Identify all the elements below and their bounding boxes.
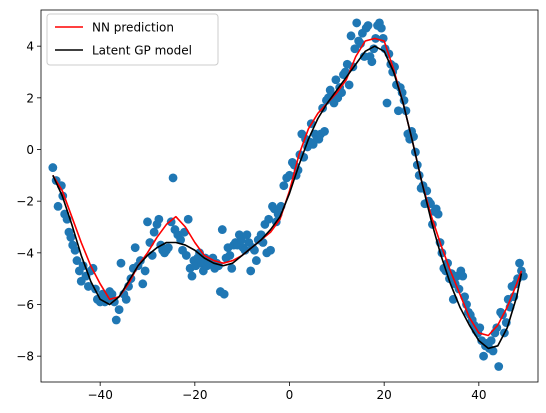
scatter-point bbox=[479, 351, 488, 361]
scatter-point bbox=[176, 235, 186, 245]
scatter-point bbox=[350, 44, 360, 54]
legend-box bbox=[46, 13, 219, 66]
x-tick-label: −20 bbox=[182, 388, 207, 402]
legend-label-latent-gp-model: Latent GP model bbox=[92, 44, 192, 58]
y-tick-label: −8 bbox=[16, 350, 34, 364]
scatter-point bbox=[70, 245, 80, 255]
scatter-point bbox=[363, 21, 373, 30]
scatter-point bbox=[236, 235, 246, 245]
y-tick-label: 4 bbox=[26, 40, 34, 54]
scatter-point bbox=[66, 232, 76, 242]
scatter-point bbox=[217, 225, 227, 234]
line-latent-gp-model bbox=[52, 45, 523, 350]
scatter-point bbox=[376, 23, 386, 33]
scatter-point bbox=[240, 245, 250, 255]
scatter-point bbox=[266, 245, 275, 255]
scatter-point bbox=[458, 271, 468, 281]
scatter-point bbox=[48, 163, 58, 172]
scatter-point bbox=[486, 336, 496, 346]
legend-label-nn-prediction: NN prediction bbox=[92, 21, 174, 35]
scatter-point bbox=[382, 98, 392, 108]
scatter-point bbox=[83, 282, 93, 291]
scatter-point bbox=[111, 315, 121, 325]
scatter-point bbox=[219, 289, 229, 299]
scatter-series bbox=[48, 18, 528, 371]
scatter-point bbox=[149, 227, 159, 237]
scatter-point bbox=[154, 214, 164, 224]
scatter-point bbox=[130, 243, 140, 253]
scatter-point bbox=[183, 214, 193, 224]
scatter-point bbox=[187, 271, 197, 281]
scatter-point bbox=[494, 362, 504, 371]
scatter-point bbox=[344, 80, 354, 90]
scatter-point bbox=[138, 279, 148, 289]
scatter-point bbox=[163, 243, 173, 253]
y-axis: −8 −6 −4 −2 0 2 4 bbox=[16, 40, 41, 364]
scatter-point bbox=[53, 201, 63, 211]
scatter-point bbox=[320, 127, 329, 136]
scatter-point bbox=[393, 106, 403, 116]
x-axis: −40 −20 0 20 40 bbox=[88, 382, 486, 402]
scatter-point bbox=[121, 294, 131, 304]
scatter-point bbox=[168, 173, 178, 183]
y-tick-label: −4 bbox=[16, 246, 34, 260]
scatter-point bbox=[242, 230, 252, 240]
x-tick-label: 20 bbox=[377, 388, 392, 402]
scatter-point bbox=[488, 346, 498, 356]
scatter-point bbox=[181, 251, 191, 260]
scatter-point bbox=[72, 256, 82, 265]
line-series-group bbox=[52, 37, 523, 350]
y-tick-label: 2 bbox=[26, 91, 34, 105]
y-tick-label: 0 bbox=[26, 143, 34, 157]
scatter-point bbox=[492, 323, 502, 333]
scatter-point bbox=[107, 289, 117, 299]
scatter-point bbox=[225, 251, 235, 260]
scatter-point bbox=[116, 258, 126, 268]
x-tick-label: 0 bbox=[286, 388, 294, 402]
scatter-point bbox=[279, 181, 289, 191]
scatter-point bbox=[331, 75, 341, 85]
scatter-point bbox=[227, 263, 237, 273]
scatter-point bbox=[346, 31, 356, 41]
scatter-point bbox=[114, 305, 124, 315]
scatter-point bbox=[140, 266, 150, 276]
line-nn-prediction bbox=[52, 37, 523, 337]
scatter-point bbox=[258, 238, 268, 247]
scatter-point bbox=[143, 217, 152, 227]
y-tick-label: −2 bbox=[16, 195, 34, 209]
scatter-point bbox=[352, 18, 362, 28]
scatter-point bbox=[246, 266, 256, 276]
x-tick-label: −40 bbox=[88, 388, 113, 402]
scatter-point bbox=[251, 256, 261, 265]
y-tick-label: −6 bbox=[16, 298, 34, 312]
scatter-point bbox=[367, 57, 377, 67]
scatter-point bbox=[515, 258, 524, 268]
scatter-point bbox=[264, 214, 274, 224]
legend: NN prediction Latent GP model bbox=[46, 13, 219, 66]
x-tick-label: 40 bbox=[471, 388, 486, 402]
scatter-point bbox=[285, 170, 294, 180]
scatter-point bbox=[433, 209, 443, 219]
